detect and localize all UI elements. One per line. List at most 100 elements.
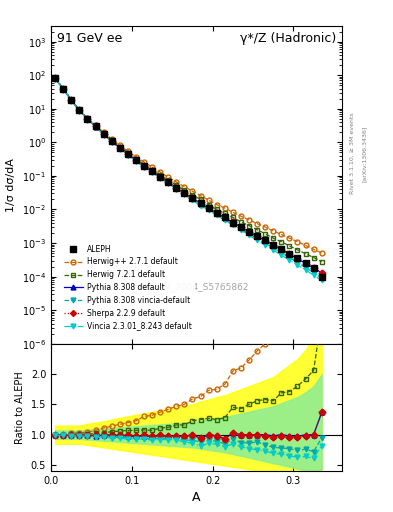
- Herwig++ 2.7.1 default: [271, 228, 275, 234]
- Herwig++ 2.7.1 default: [303, 242, 308, 248]
- ALEPH: [311, 265, 316, 271]
- Pythia 8.308 vincia-default: [174, 185, 179, 191]
- Herwig 7.2.1 default: [174, 182, 179, 188]
- Herwig++ 2.7.1 default: [198, 193, 203, 199]
- Herwig++ 2.7.1 default: [85, 115, 90, 121]
- Sherpa 2.2.9 default: [263, 238, 268, 244]
- ALEPH: [93, 123, 98, 130]
- Vincia 2.3.01_8.243 default: [311, 272, 316, 279]
- Herwig 7.2.1 default: [93, 123, 98, 129]
- ALEPH: [125, 151, 130, 157]
- Vincia 2.3.01_8.243 default: [255, 238, 259, 244]
- Vincia 2.3.01_8.243 default: [125, 152, 130, 158]
- Pythia 8.308 default: [125, 151, 130, 157]
- Pythia 8.308 vincia-default: [141, 164, 146, 170]
- Herwig++ 2.7.1 default: [287, 235, 292, 241]
- Text: γ*/Z (Hadronic): γ*/Z (Hadronic): [240, 32, 336, 45]
- Pythia 8.308 default: [150, 168, 154, 175]
- Herwig++ 2.7.1 default: [295, 239, 300, 245]
- Line: Herwig++ 2.7.1 default: Herwig++ 2.7.1 default: [53, 76, 324, 255]
- Vincia 2.3.01_8.243 default: [247, 232, 252, 239]
- Pythia 8.308 vincia-default: [69, 97, 73, 103]
- ALEPH: [222, 214, 227, 220]
- Vincia 2.3.01_8.243 default: [69, 97, 73, 103]
- Pythia 8.308 default: [295, 255, 300, 262]
- Pythia 8.308 default: [141, 163, 146, 169]
- Pythia 8.308 default: [198, 201, 203, 207]
- Sherpa 2.2.9 default: [311, 265, 316, 271]
- Herwig 7.2.1 default: [222, 210, 227, 217]
- Vincia 2.3.01_8.243 default: [166, 180, 171, 186]
- Herwig 7.2.1 default: [134, 156, 138, 162]
- Pythia 8.308 vincia-default: [93, 124, 98, 130]
- Herwig 7.2.1 default: [109, 137, 114, 143]
- Pythia 8.308 vincia-default: [125, 152, 130, 158]
- Pythia 8.308 vincia-default: [85, 116, 90, 122]
- Pythia 8.308 default: [231, 220, 235, 226]
- Herwig 7.2.1 default: [311, 254, 316, 261]
- Herwig++ 2.7.1 default: [118, 142, 122, 148]
- Herwig 7.2.1 default: [158, 172, 163, 178]
- Herwig 7.2.1 default: [279, 239, 284, 245]
- ALEPH: [320, 274, 324, 281]
- Pythia 8.308 vincia-default: [134, 158, 138, 164]
- Vincia 2.3.01_8.243 default: [53, 75, 57, 81]
- Herwig 7.2.1 default: [239, 219, 243, 225]
- Pythia 8.308 vincia-default: [247, 230, 252, 237]
- Line: ALEPH: ALEPH: [52, 76, 325, 280]
- Vincia 2.3.01_8.243 default: [158, 175, 163, 181]
- Herwig 7.2.1 default: [271, 235, 275, 241]
- Herwig++ 2.7.1 default: [166, 174, 171, 180]
- Herwig 7.2.1 default: [231, 215, 235, 221]
- Pythia 8.308 default: [222, 215, 227, 221]
- Pythia 8.308 default: [53, 75, 57, 81]
- Sherpa 2.2.9 default: [198, 201, 203, 207]
- Pythia 8.308 vincia-default: [150, 169, 154, 175]
- Herwig 7.2.1 default: [320, 259, 324, 265]
- Vincia 2.3.01_8.243 default: [77, 108, 82, 114]
- Herwig 7.2.1 default: [295, 247, 300, 253]
- Herwig++ 2.7.1 default: [125, 148, 130, 155]
- Pythia 8.308 vincia-default: [118, 145, 122, 151]
- Herwig++ 2.7.1 default: [69, 97, 73, 103]
- Pythia 8.308 default: [263, 238, 268, 244]
- Vincia 2.3.01_8.243 default: [134, 158, 138, 164]
- Pythia 8.308 vincia-default: [158, 175, 163, 181]
- Sherpa 2.2.9 default: [206, 205, 211, 211]
- Pythia 8.308 vincia-default: [287, 254, 292, 261]
- Vincia 2.3.01_8.243 default: [206, 207, 211, 214]
- Pythia 8.308 vincia-default: [77, 108, 82, 114]
- Sherpa 2.2.9 default: [134, 157, 138, 163]
- Herwig 7.2.1 default: [141, 162, 146, 168]
- Sherpa 2.2.9 default: [295, 256, 300, 262]
- Herwig++ 2.7.1 default: [174, 179, 179, 185]
- Pythia 8.308 default: [255, 233, 259, 239]
- ALEPH: [53, 75, 57, 81]
- Vincia 2.3.01_8.243 default: [320, 277, 324, 283]
- ALEPH: [141, 163, 146, 169]
- Line: Sherpa 2.2.9 default: Sherpa 2.2.9 default: [53, 76, 324, 275]
- Line: Vincia 2.3.01_8.243 default: Vincia 2.3.01_8.243 default: [53, 76, 324, 283]
- Herwig++ 2.7.1 default: [231, 209, 235, 216]
- Pythia 8.308 vincia-default: [271, 245, 275, 251]
- Sherpa 2.2.9 default: [239, 224, 243, 230]
- Pythia 8.308 default: [247, 228, 252, 234]
- Pythia 8.308 vincia-default: [109, 139, 114, 145]
- Pythia 8.308 default: [166, 179, 171, 185]
- Vincia 2.3.01_8.243 default: [198, 203, 203, 209]
- Herwig++ 2.7.1 default: [150, 164, 154, 170]
- Vincia 2.3.01_8.243 default: [190, 197, 195, 203]
- Pythia 8.308 default: [303, 260, 308, 266]
- Herwig++ 2.7.1 default: [109, 136, 114, 142]
- Herwig++ 2.7.1 default: [239, 213, 243, 219]
- ALEPH: [239, 224, 243, 230]
- Herwig 7.2.1 default: [166, 178, 171, 184]
- Herwig 7.2.1 default: [150, 167, 154, 173]
- Line: Herwig 7.2.1 default: Herwig 7.2.1 default: [53, 76, 324, 264]
- Pythia 8.308 vincia-default: [61, 86, 66, 92]
- Text: 91 GeV ee: 91 GeV ee: [57, 32, 122, 45]
- Vincia 2.3.01_8.243 default: [85, 116, 90, 122]
- ALEPH: [287, 251, 292, 257]
- Pythia 8.308 default: [93, 123, 98, 130]
- Vincia 2.3.01_8.243 default: [287, 257, 292, 263]
